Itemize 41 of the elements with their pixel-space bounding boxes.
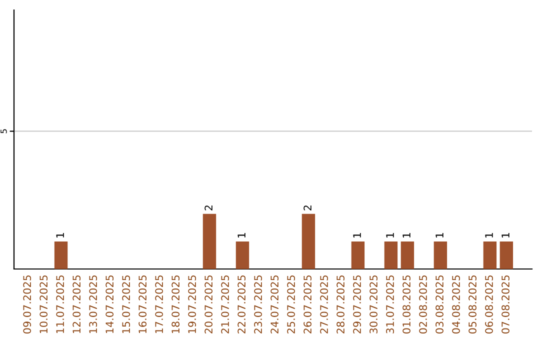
x-tick-label: 13.07.2025 bbox=[89, 275, 98, 334]
x-tick-label: 16.07.2025 bbox=[138, 275, 147, 334]
x-tick-label: 14.07.2025 bbox=[106, 275, 114, 334]
data-label: 1 bbox=[502, 233, 510, 238]
x-tick-label: 02.08.2025 bbox=[419, 275, 427, 334]
data-label: 2 bbox=[204, 206, 212, 210]
x-tick-label: 26.07.2025 bbox=[304, 275, 312, 334]
x-tick-label: 28.07.2025 bbox=[336, 275, 344, 334]
data-label: 1 bbox=[436, 233, 444, 238]
x-tick-label: 25.07.2025 bbox=[287, 275, 295, 334]
data-label: 1 bbox=[238, 233, 246, 238]
x-tick-label: 24.07.2025 bbox=[270, 275, 278, 334]
y-tick-label: 5 bbox=[0, 129, 7, 134]
x-tick-label: 12.07.2025 bbox=[72, 275, 81, 334]
data-label: 1 bbox=[386, 233, 394, 238]
data-label: 1 bbox=[353, 233, 361, 238]
x-tick-label: 07.08.2025 bbox=[502, 275, 510, 334]
x-tick-label: 31.07.2025 bbox=[386, 275, 394, 334]
x-tick-label: 17.07.2025 bbox=[155, 275, 164, 334]
x-tick-label: 01.08.2025 bbox=[402, 275, 410, 334]
x-tick-label: 09.07.2025 bbox=[23, 275, 32, 334]
x-tick-label: 06.08.2025 bbox=[485, 275, 493, 334]
x-tick-label: 11.07.2025 bbox=[56, 275, 64, 334]
x-tick-label: 30.07.2025 bbox=[370, 275, 378, 334]
x-tick-label: 19.07.2025 bbox=[188, 275, 196, 334]
data-label: 1 bbox=[485, 233, 493, 238]
x-tick-label: 20.07.2025 bbox=[204, 275, 213, 334]
data-label: 1 bbox=[402, 233, 410, 238]
x-tick-label: 10.07.2025 bbox=[40, 275, 48, 334]
x-tick-label: 18.07.2025 bbox=[172, 275, 180, 334]
data-label: 2 bbox=[304, 206, 312, 210]
x-tick-label: 05.08.2025 bbox=[468, 275, 476, 334]
x-tick-label: 21.07.2025 bbox=[221, 275, 230, 334]
x-tick-label: 29.07.2025 bbox=[353, 275, 361, 334]
x-tick-label: 27.07.2025 bbox=[320, 275, 328, 334]
x-tick-label: 03.08.2025 bbox=[436, 275, 444, 334]
x-tick-label: 23.07.2025 bbox=[254, 275, 262, 334]
x-tick-label: 22.07.2025 bbox=[238, 275, 246, 334]
x-tick-label: 15.07.2025 bbox=[122, 275, 130, 334]
data-label: 1 bbox=[56, 233, 64, 238]
x-tick-label: 04.08.2025 bbox=[452, 275, 460, 334]
